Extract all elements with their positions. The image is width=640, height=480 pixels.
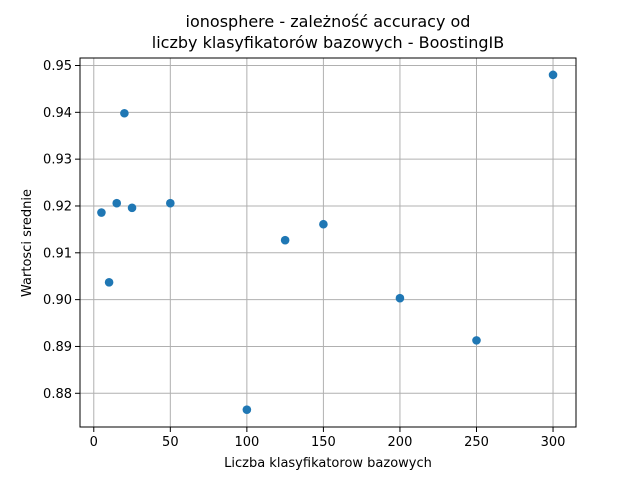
chart-title-line-2: liczby klasyfikatorów bazowych - Boostin… bbox=[152, 33, 504, 52]
data-points bbox=[97, 70, 558, 414]
x-axis-label: Liczba klasyfikatorow bazowych bbox=[224, 456, 432, 471]
data-point bbox=[127, 203, 137, 213]
x-tick-label: 300 bbox=[541, 435, 566, 450]
y-tick-label: 0.94 bbox=[43, 106, 72, 121]
y-tick-label: 0.95 bbox=[43, 59, 72, 74]
data-point bbox=[472, 336, 481, 345]
axis-ticks: 0 50 100 150 200 250 300 0.88 0.89 0.90 0.91 0.92 0.… bbox=[43, 59, 565, 450]
chart-title-line-1: ionosphere - zależność accuracy od bbox=[186, 12, 471, 31]
data-point bbox=[97, 208, 106, 217]
x-tick-label: 250 bbox=[464, 435, 489, 450]
grid-lines bbox=[80, 58, 576, 427]
data-point bbox=[104, 278, 114, 287]
data-point bbox=[395, 293, 405, 303]
data-point bbox=[319, 219, 328, 229]
y-tick-label: 0.91 bbox=[43, 246, 72, 261]
y-tick-label: 0.89 bbox=[43, 340, 72, 355]
data-point bbox=[242, 405, 252, 414]
data-point bbox=[548, 70, 558, 80]
plot-frame bbox=[79, 57, 577, 428]
x-tick-label: 0 bbox=[90, 435, 98, 450]
y-tick-label: 0.90 bbox=[43, 293, 72, 308]
x-tick-label: 100 bbox=[234, 435, 259, 450]
x-tick-label: 200 bbox=[388, 435, 413, 450]
y-axis-label: Wartosci srednie bbox=[20, 189, 35, 297]
y-tick-label: 0.88 bbox=[43, 387, 72, 402]
data-point bbox=[280, 235, 290, 245]
data-point bbox=[112, 198, 122, 208]
x-tick-label: 50 bbox=[162, 435, 179, 450]
data-point bbox=[166, 198, 175, 208]
y-tick-label: 0.93 bbox=[43, 153, 72, 168]
y-tick-label: 0.92 bbox=[43, 199, 72, 214]
x-tick-label: 150 bbox=[311, 435, 336, 450]
data-point bbox=[120, 108, 129, 118]
